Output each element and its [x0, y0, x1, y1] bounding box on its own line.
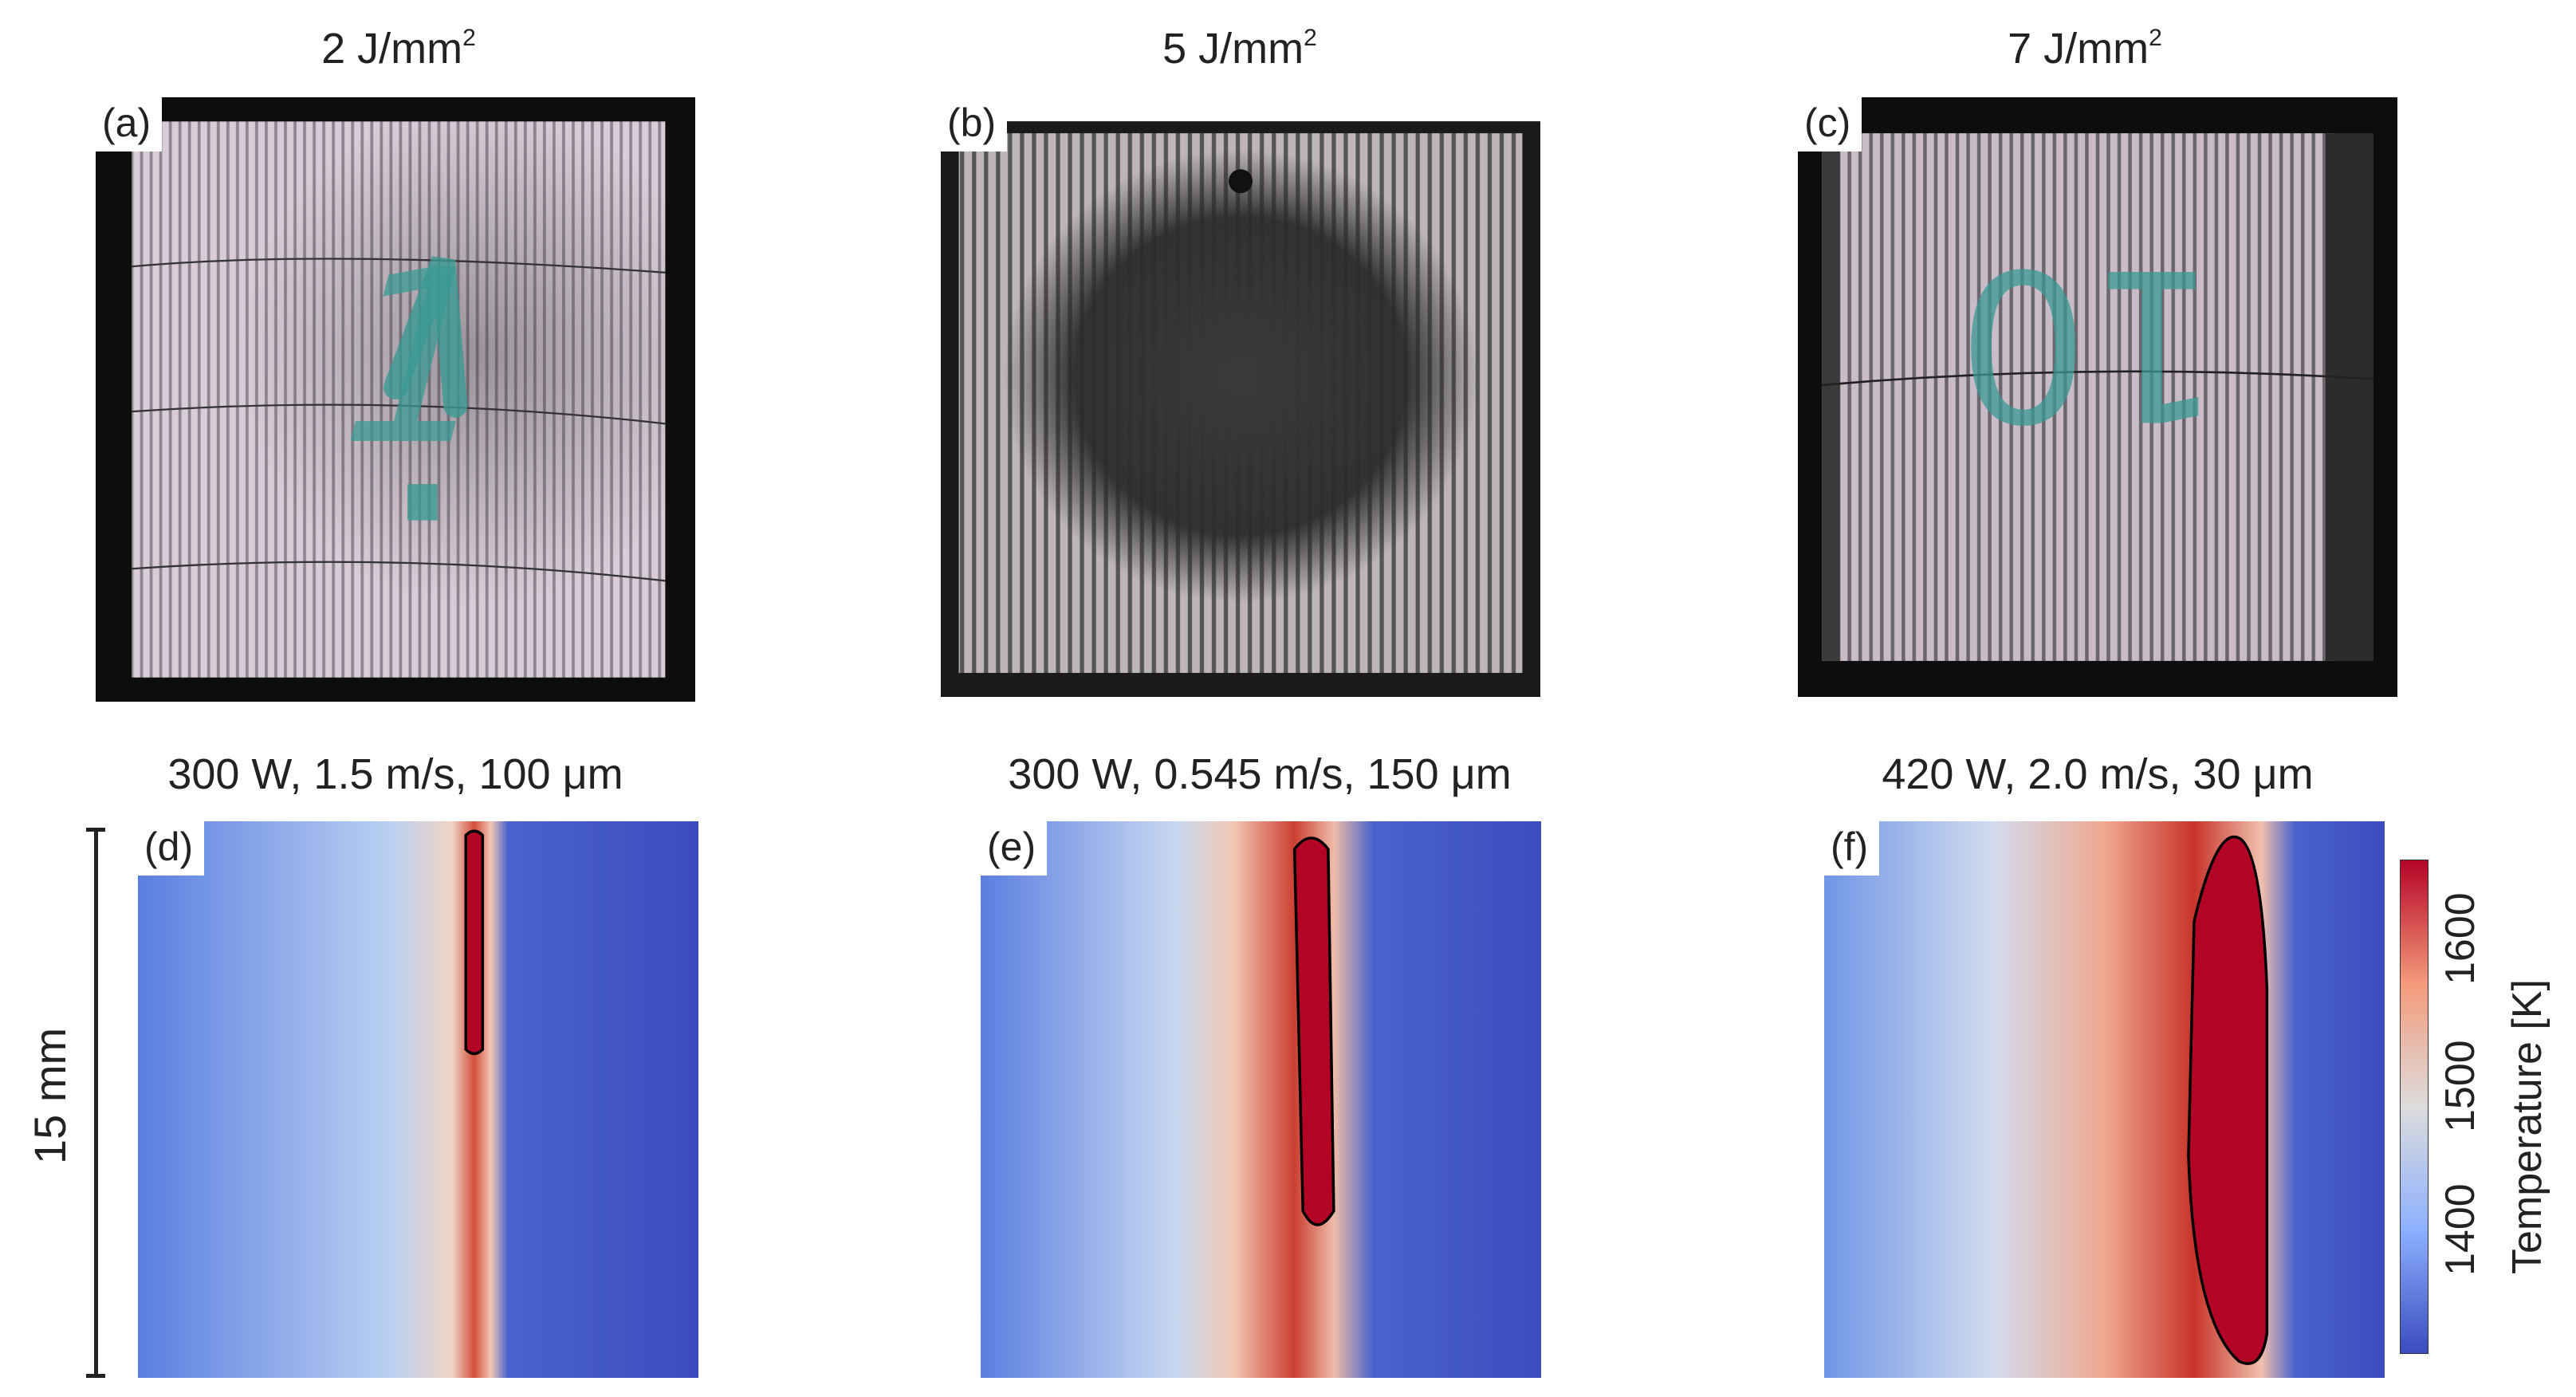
sample-photo-a — [96, 97, 695, 702]
panel-label-c: (c) — [1798, 97, 1862, 152]
panel-label-a: (a) — [96, 97, 163, 152]
sim-panel-d: (d) — [138, 821, 698, 1378]
sim-panel-e: (e) — [981, 821, 1541, 1378]
panel-label-b: (b) — [941, 97, 1008, 152]
colorbar-tick-1400: 1400 — [2437, 1183, 2484, 1276]
colorbar-label: Temperature [K] — [2504, 979, 2550, 1274]
title-params-d: 300 W, 1.5 m/s, 100 μm — [167, 750, 623, 798]
scale-bar-bottom-tick — [86, 1374, 105, 1378]
photo-panel-c: (c) — [1798, 97, 2397, 697]
scale-bar — [86, 828, 105, 1378]
temperature-field-f — [1824, 821, 2385, 1378]
temperature-field-d — [138, 821, 698, 1378]
colorbar-tick-1600: 1600 — [2437, 892, 2484, 985]
photo-panel-a: (a) — [96, 97, 695, 702]
panel-label-e: (e) — [981, 821, 1048, 876]
scale-bar-label: 15 mm — [25, 1027, 75, 1164]
sample-photo-c — [1798, 97, 2397, 697]
handwritten-mark-c: 10 — [1957, 222, 2221, 463]
panel-label-f: (f) — [1824, 821, 1880, 876]
title-energy-b: 5 J/mm2 — [1162, 25, 1317, 73]
sim-panel-f: (f) — [1824, 821, 2385, 1378]
title-energy-a: 2 J/mm2 — [321, 25, 476, 73]
sample-photo-b — [941, 97, 1540, 697]
title-params-f: 420 W, 2.0 m/s, 30 μm — [1882, 750, 2314, 798]
title-params-e: 300 W, 0.545 m/s, 150 μm — [1008, 750, 1512, 798]
title-energy-c: 7 J/mm2 — [2008, 25, 2162, 73]
photo-panel-b: (b) — [941, 97, 1540, 697]
panel-label-d: (d) — [138, 821, 205, 876]
scale-bar-line — [94, 828, 98, 1378]
temperature-field-e — [981, 821, 1541, 1378]
colorbar-tick-1500: 1500 — [2437, 1040, 2484, 1132]
colorbar — [2400, 860, 2429, 1354]
